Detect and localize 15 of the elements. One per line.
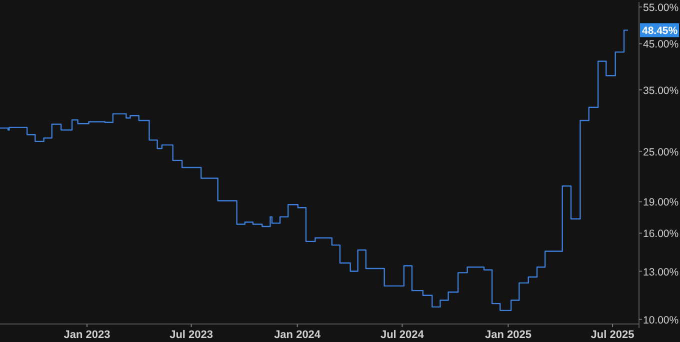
y-tick-label: 25.00% <box>643 146 679 158</box>
y-tick-label: 45.00% <box>643 38 679 51</box>
x-tick-label: Jan 2025 <box>484 329 532 341</box>
x-tick-label: Jan 2023 <box>64 329 110 341</box>
y-tick-label: 13.00% <box>643 266 679 278</box>
y-tick-label: 16.00% <box>643 228 679 240</box>
y-tick-label: 35.00% <box>643 84 679 97</box>
y-tick-label: 10.00% <box>643 314 679 326</box>
x-tick-label: Jul 2025 <box>590 329 634 341</box>
y-tick-label: 55.00% <box>643 2 679 14</box>
x-tick-label: Jan 2024 <box>274 329 322 341</box>
y-tick-label: 19.00% <box>643 196 679 209</box>
x-tick-label: Jul 2024 <box>380 329 425 341</box>
x-tick-label: Jul 2023 <box>170 329 214 341</box>
annotation: 48.45% <box>642 25 678 38</box>
